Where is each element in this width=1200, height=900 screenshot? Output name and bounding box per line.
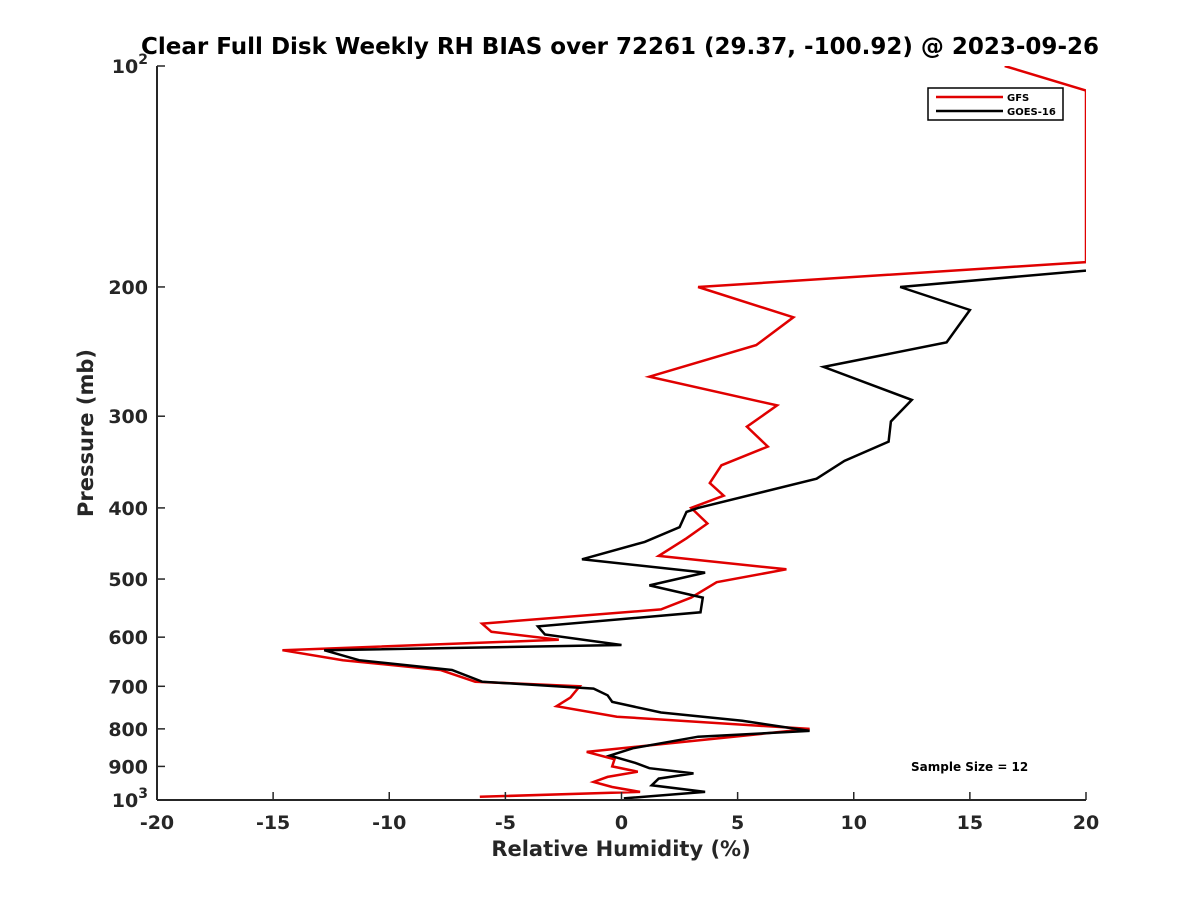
x-axis-ticks: -20 -15 -10 -5 0 5 10 15 20	[140, 792, 1099, 834]
y-tick-label: 900	[108, 756, 148, 778]
y-tick-label: 500	[108, 569, 148, 591]
x-tick-label: -5	[495, 812, 516, 834]
series-layer	[282, 66, 1086, 800]
x-tick-label: -15	[256, 812, 290, 834]
chart-title: Clear Full Disk Weekly RH BIAS over 7226…	[141, 34, 1099, 60]
y-tick-label: 800	[108, 719, 148, 741]
y-tick-label: 103	[112, 786, 148, 812]
legend-box	[927, 87, 1064, 121]
legend: GFS GOES-16	[927, 87, 1064, 121]
x-tick-label: -10	[372, 812, 406, 834]
legend-label-gfs: GFS	[1007, 93, 1029, 104]
x-tick-label: 5	[731, 812, 744, 834]
x-tick-label: 0	[615, 812, 628, 834]
series-line-goes-16	[323, 269, 1086, 800]
series-line-gfs	[282, 66, 1086, 799]
x-tick-label: -20	[140, 812, 174, 834]
y-tick-label: 600	[108, 627, 148, 649]
x-tick-label: 15	[957, 812, 983, 834]
sample-size-annotation: Sample Size = 12	[911, 760, 1028, 774]
y-tick-label: 200	[108, 277, 148, 299]
y-tick-label: 102	[112, 52, 148, 78]
y-tick-label: 700	[108, 676, 148, 698]
y-axis-ticks: 102 200 300 400 500 600 700 800 900 103	[108, 52, 165, 812]
x-tick-label: 20	[1073, 812, 1099, 834]
y-tick-label: 300	[108, 406, 148, 428]
legend-label-goes-16: GOES-16	[1007, 107, 1056, 118]
y-axis-label: Pressure (mb)	[74, 349, 98, 517]
plot-area: -20 -15 -10 -5 0 5 10 15 20 102 200 300 400 500 600 70…	[108, 52, 1099, 834]
x-tick-label: 10	[841, 812, 867, 834]
x-axis-label: Relative Humidity (%)	[491, 837, 750, 861]
y-tick-label: 400	[108, 498, 148, 520]
